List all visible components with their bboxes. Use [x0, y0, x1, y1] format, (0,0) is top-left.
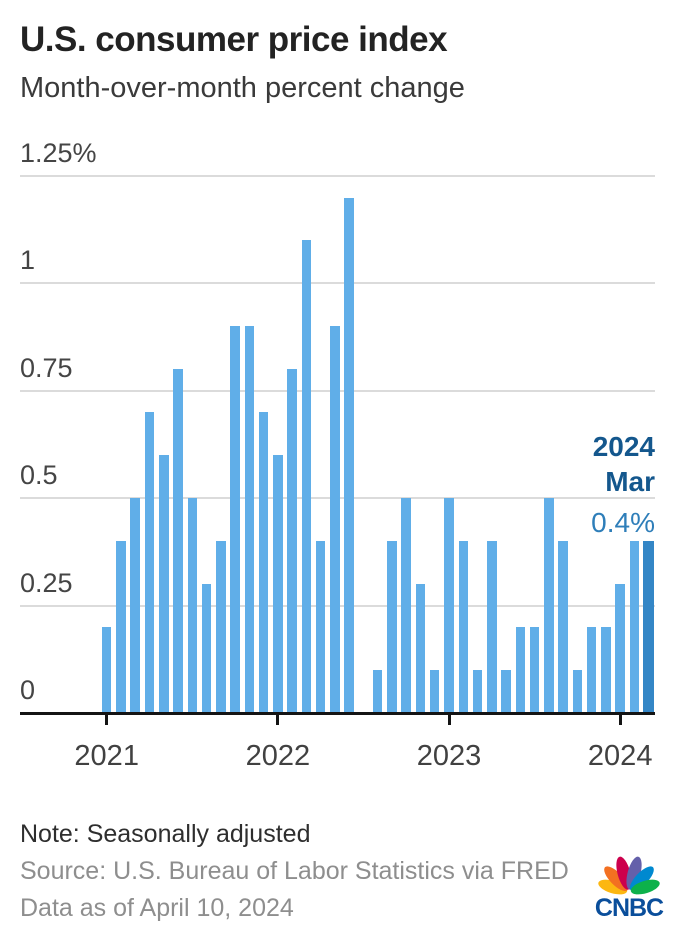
bar-aug-2023 [544, 498, 554, 713]
bar-dec-2021 [258, 412, 269, 713]
cnbc-logo: CNBC [595, 856, 665, 920]
bar-feb-2021 [116, 541, 126, 713]
bar-dec-2022 [429, 670, 440, 713]
bar-oct-2022 [401, 498, 411, 713]
peacock-feather [630, 879, 660, 895]
bar-nov-2023 [586, 627, 597, 713]
peacock-icon [598, 856, 660, 895]
bar-jan-2024 [615, 584, 625, 713]
bar-sep-2022 [387, 541, 397, 713]
x-axis-label-2022: 2022 [245, 740, 311, 772]
x-axis-tick-2022 [276, 715, 280, 725]
bar-mar-2024 [643, 541, 654, 713]
annotation-year: 2024 [592, 431, 655, 462]
cnbc-wordmark: CNBC [595, 894, 664, 920]
bar-mar-2023 [472, 670, 483, 713]
bar-mar-2022 [301, 240, 312, 713]
highlight-annotation: 2024 Mar 0.4% [591, 433, 655, 537]
x-axis-label-2024: 2024 [587, 740, 653, 772]
y-axis-label-1.25%: 1.25% [20, 138, 97, 168]
chart-title: U.S. consumer price index [20, 20, 448, 59]
bar-may-2023 [501, 670, 511, 713]
bar-aug-2021 [201, 584, 212, 713]
bar-oct-2023 [572, 670, 583, 713]
gridline-1.25% [20, 175, 655, 177]
bar-sep-2023 [558, 541, 568, 713]
bar-sep-2021 [216, 541, 226, 713]
bar-may-2022 [330, 326, 340, 713]
bar-jun-2023 [515, 627, 526, 713]
bar-feb-2024 [629, 541, 640, 713]
annotation-month: Mar [605, 466, 655, 497]
cpi-bar-chart: 1.25% 1 0.75 0.5 0.25 0 2021 2022 2023 2024 [20, 138, 655, 772]
bar-nov-2021 [244, 326, 255, 713]
bar-jan-2022 [273, 455, 283, 713]
chart-subtitle: Month-over-month percent change [20, 72, 465, 104]
bar-feb-2022 [287, 369, 297, 713]
x-axis-label-2021: 2021 [74, 740, 139, 772]
bar-mar-2021 [130, 498, 140, 713]
bar-jul-2021 [187, 498, 198, 713]
x-axis-tick-2023 [447, 715, 451, 725]
bar-apr-2021 [144, 412, 155, 713]
gridline-1 [20, 282, 655, 285]
bar-aug-2022 [372, 670, 383, 713]
source-text: Source: U.S. Bureau of Labor Statistics … [20, 857, 569, 885]
bar-oct-2021 [230, 326, 240, 713]
bar-nov-2022 [415, 584, 426, 713]
bar-apr-2023 [487, 541, 497, 713]
bar-jan-2021 [101, 627, 112, 713]
bar-jun-2022 [344, 197, 354, 713]
annotation-value: 0.4% [591, 507, 655, 538]
y-axis-label-0.25: 0.25 [20, 567, 73, 598]
x-axis-label-2023: 2023 [416, 740, 482, 772]
y-axis-label-0.5: 0.5 [20, 460, 58, 491]
bar-jan-2023 [444, 498, 454, 713]
bar-dec-2023 [601, 627, 611, 713]
data-as-of-text: Data as of April 10, 2024 [20, 894, 294, 922]
bar-may-2021 [159, 455, 169, 713]
y-axis-label-0: 0 [20, 675, 36, 705]
x-axis-tick-2024 [618, 715, 622, 725]
bar-apr-2022 [315, 541, 326, 713]
bar-jun-2021 [173, 369, 183, 713]
note-text: Note: Seasonally adjusted [20, 820, 311, 848]
x-axis-line [20, 712, 655, 715]
y-axis-label-1: 1 [20, 245, 36, 276]
x-axis-tick-2021 [105, 715, 109, 725]
bar-jul-2023 [529, 627, 540, 713]
y-axis-label-0.75: 0.75 [20, 352, 73, 383]
bar-feb-2023 [458, 541, 469, 713]
